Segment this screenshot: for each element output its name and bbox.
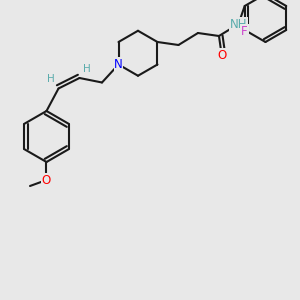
- Text: NH: NH: [230, 17, 247, 31]
- Text: F: F: [242, 25, 248, 38]
- Text: O: O: [217, 49, 226, 62]
- Text: O: O: [42, 173, 51, 187]
- Text: H: H: [47, 74, 55, 85]
- Text: H: H: [83, 64, 91, 74]
- Text: N: N: [114, 58, 123, 71]
